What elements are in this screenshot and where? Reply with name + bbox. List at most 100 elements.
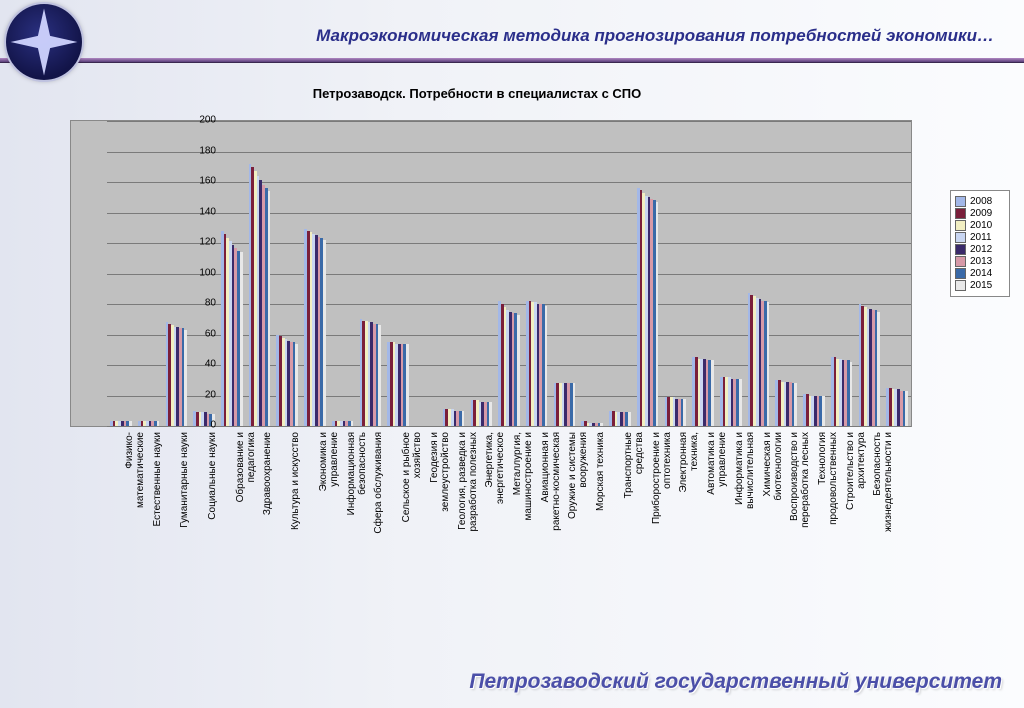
bar xyxy=(406,344,409,426)
x-tick-label: Электронная техника, xyxy=(679,432,700,632)
bar-group xyxy=(495,121,523,426)
legend-row: 2013 xyxy=(955,256,1005,267)
x-tick-label: Приборостроение и оптотехника xyxy=(652,432,673,632)
bar xyxy=(295,344,298,426)
bar-group xyxy=(634,121,662,426)
legend-row: 2008 xyxy=(955,196,1005,207)
legend-row: 2010 xyxy=(955,220,1005,231)
legend-label: 2009 xyxy=(970,208,992,219)
legend-swatch xyxy=(955,208,966,219)
star-icon xyxy=(6,4,82,80)
legend-row: 2015 xyxy=(955,280,1005,291)
university-logo xyxy=(6,4,82,80)
legend-swatch xyxy=(955,280,966,291)
legend-swatch xyxy=(955,220,966,231)
legend-label: 2010 xyxy=(970,220,992,231)
legend-label: 2013 xyxy=(970,256,992,267)
x-tick-label: Сельское и рыбное хозяйство xyxy=(402,432,423,632)
x-tick-label: Физико- математические xyxy=(125,432,146,632)
bar xyxy=(877,312,880,426)
bar xyxy=(240,252,243,426)
y-tick-label: 140 xyxy=(186,206,216,217)
x-tick-label: Социальные науки xyxy=(208,432,219,632)
bar xyxy=(545,306,548,426)
bar-group xyxy=(467,121,495,426)
y-tick-label: 160 xyxy=(186,176,216,187)
bar xyxy=(184,330,187,426)
bar-group xyxy=(246,121,274,426)
x-tick-label: Гуманитарные науки xyxy=(180,432,191,632)
bar xyxy=(517,315,520,426)
page-title: Макроэкономическая методика прогнозирова… xyxy=(260,26,994,46)
bar-group xyxy=(800,121,828,426)
bar-group xyxy=(135,121,163,426)
bar xyxy=(489,402,492,426)
bar xyxy=(129,421,132,426)
bar xyxy=(573,383,576,426)
x-tick-label: Морская техника xyxy=(596,432,607,632)
y-tick-label: 40 xyxy=(186,359,216,370)
bar xyxy=(268,191,271,426)
x-tick-label: Металлургия, машиностроение и xyxy=(513,432,534,632)
x-tick-label: Технология продовольственных xyxy=(818,432,839,632)
chart-legend: 20082009201020112012201320142015 xyxy=(950,190,1010,297)
legend-swatch xyxy=(955,232,966,243)
header-divider xyxy=(0,58,1024,63)
legend-row: 2014 xyxy=(955,268,1005,279)
bar xyxy=(378,325,381,426)
x-tick-label: Экономика и управление xyxy=(319,432,340,632)
bar xyxy=(794,383,797,426)
x-tick-label: Естественные науки xyxy=(153,432,164,632)
x-tick-label: Геология, разведка и разработка полезных xyxy=(458,432,479,632)
bar xyxy=(323,240,326,426)
chart-x-labels: Физико- математические Естественные науки… xyxy=(106,428,910,648)
bar-group xyxy=(883,121,911,426)
x-tick-label: Энергетика, энергетическое xyxy=(485,432,506,632)
y-tick-label: 20 xyxy=(186,389,216,400)
bar xyxy=(822,396,825,427)
bar xyxy=(683,399,686,426)
bar xyxy=(905,391,908,426)
x-tick-label: Авиационная и ракетно-космическая xyxy=(541,432,562,632)
x-tick-label: Культура и искусство xyxy=(291,432,302,632)
legend-swatch xyxy=(955,256,966,267)
legend-label: 2012 xyxy=(970,244,992,255)
bar-group xyxy=(689,121,717,426)
bar-group xyxy=(717,121,745,426)
y-tick-label: 80 xyxy=(186,298,216,309)
footer-text: Петрозаводский государственный университ… xyxy=(469,670,1002,694)
bar xyxy=(351,421,354,426)
bar-group xyxy=(856,121,884,426)
bar-group xyxy=(357,121,385,426)
bar-group xyxy=(440,121,468,426)
chart-title: Петрозаводск. Потребности в специалистах… xyxy=(0,86,954,101)
bar-group xyxy=(772,121,800,426)
legend-row: 2012 xyxy=(955,244,1005,255)
bar-group xyxy=(384,121,412,426)
bar-group xyxy=(329,121,357,426)
legend-swatch xyxy=(955,196,966,207)
x-tick-label: Химическая и биотехнологии xyxy=(763,432,784,632)
y-tick-label: 100 xyxy=(186,267,216,278)
legend-label: 2015 xyxy=(970,280,992,291)
x-tick-label: Информационная безопасность xyxy=(347,432,368,632)
bar xyxy=(462,411,465,426)
bar-group xyxy=(412,121,440,426)
y-tick-label: 180 xyxy=(186,145,216,156)
x-tick-label: Воспроизводство и переработка лесных xyxy=(790,432,811,632)
x-tick-label: Оружие и системы вооружения xyxy=(568,432,589,632)
legend-label: 2014 xyxy=(970,268,992,279)
bar-group xyxy=(301,121,329,426)
bar-group xyxy=(273,121,301,426)
bar-group xyxy=(606,121,634,426)
y-tick-label: 120 xyxy=(186,237,216,248)
bar-group xyxy=(828,121,856,426)
bar xyxy=(767,302,770,426)
bar xyxy=(739,379,742,426)
bar-group xyxy=(745,121,773,426)
legend-label: 2008 xyxy=(970,196,992,207)
x-tick-label: Транспортные средства xyxy=(624,432,645,632)
legend-row: 2009 xyxy=(955,208,1005,219)
bar xyxy=(600,423,603,426)
y-tick-label: 60 xyxy=(186,328,216,339)
